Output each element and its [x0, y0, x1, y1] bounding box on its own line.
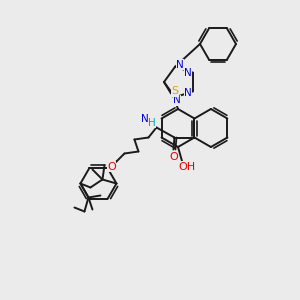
Text: N: N: [173, 95, 181, 105]
Text: H: H: [148, 118, 155, 128]
Text: N: N: [184, 88, 192, 98]
Text: O: O: [107, 161, 116, 172]
Text: OH: OH: [178, 162, 196, 172]
Text: N: N: [141, 115, 148, 124]
Text: S: S: [171, 86, 178, 97]
Text: O: O: [169, 152, 178, 161]
Text: N: N: [184, 68, 192, 78]
Text: N: N: [176, 60, 184, 70]
